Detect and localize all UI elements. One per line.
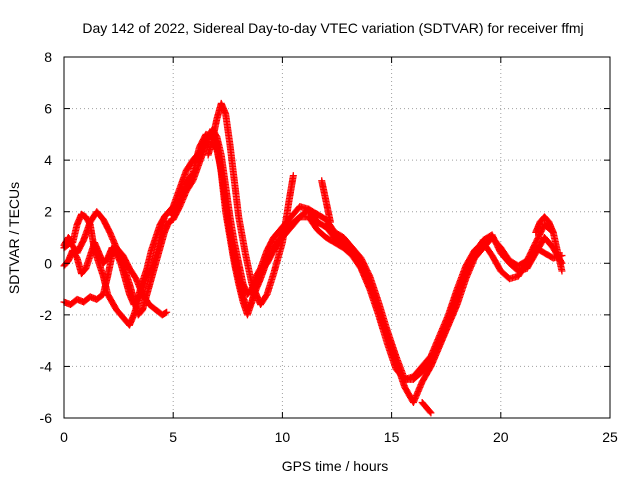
data-point-marker [558, 252, 566, 260]
x-axis-label: GPS time / hours [282, 458, 389, 474]
x-tick-label: 5 [169, 429, 177, 445]
series-track-2 [60, 125, 566, 407]
chart-title: Day 142 of 2022, Sidereal Day-to-day VTE… [82, 20, 583, 36]
data-point-marker [326, 218, 334, 226]
x-tick-label: 25 [602, 429, 618, 445]
x-tick-label: 15 [384, 429, 400, 445]
plot-frame [63, 56, 611, 419]
data-layer [60, 99, 566, 417]
y-tick-label: 2 [44, 204, 52, 220]
data-point-marker [163, 308, 171, 316]
y-tick-label: -6 [40, 410, 53, 426]
y-tick-label: 6 [44, 101, 52, 117]
y-tick-label: -2 [40, 307, 53, 323]
y-tick-label: 8 [44, 49, 52, 65]
y-tick-label: 4 [44, 152, 52, 168]
tick-layer: 0 5 10 15 20 25 -6 -4 -2 0 2 4 6 8 [40, 49, 618, 445]
data-point-marker [289, 172, 297, 180]
series-track-4 [60, 99, 557, 417]
data-point-marker [427, 409, 435, 417]
y-axis-label: SDTVAR / TECUs [6, 182, 22, 294]
data-point-marker [549, 228, 557, 236]
x-tick-label: 0 [60, 429, 68, 445]
x-tick-label: 10 [275, 429, 291, 445]
y-tick-label: 0 [44, 255, 52, 271]
series-track-3 [60, 141, 566, 383]
grid-layer [64, 57, 610, 418]
x-tick-label: 20 [493, 429, 509, 445]
y-tick-label: -4 [40, 358, 53, 374]
data-point-marker [558, 267, 566, 275]
data-point-marker [426, 408, 434, 416]
